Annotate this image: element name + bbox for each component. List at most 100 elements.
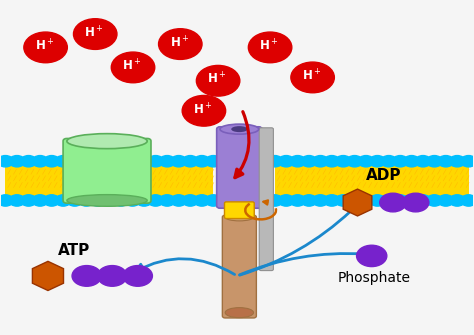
Circle shape bbox=[358, 195, 374, 206]
Circle shape bbox=[205, 195, 221, 206]
Text: H$^+$: H$^+$ bbox=[207, 72, 227, 87]
Circle shape bbox=[159, 195, 175, 206]
Circle shape bbox=[461, 195, 474, 206]
Circle shape bbox=[32, 195, 48, 206]
FancyBboxPatch shape bbox=[222, 215, 256, 318]
FancyBboxPatch shape bbox=[217, 127, 262, 208]
Circle shape bbox=[290, 155, 306, 167]
Circle shape bbox=[356, 245, 387, 267]
Circle shape bbox=[136, 155, 152, 167]
FancyBboxPatch shape bbox=[63, 138, 151, 203]
Circle shape bbox=[113, 155, 129, 167]
Text: ADP: ADP bbox=[366, 169, 401, 183]
Circle shape bbox=[20, 155, 36, 167]
Circle shape bbox=[426, 155, 442, 167]
Circle shape bbox=[20, 195, 36, 206]
Circle shape bbox=[67, 195, 83, 206]
Circle shape bbox=[402, 193, 429, 212]
Circle shape bbox=[301, 155, 317, 167]
Circle shape bbox=[0, 195, 13, 206]
Ellipse shape bbox=[220, 124, 259, 134]
Text: ATP: ATP bbox=[58, 244, 90, 258]
Polygon shape bbox=[32, 261, 64, 290]
Circle shape bbox=[194, 155, 210, 167]
Circle shape bbox=[78, 195, 94, 206]
Circle shape bbox=[9, 155, 25, 167]
Circle shape bbox=[278, 195, 294, 206]
Circle shape bbox=[415, 155, 431, 167]
Circle shape bbox=[346, 195, 363, 206]
Circle shape bbox=[438, 155, 454, 167]
Circle shape bbox=[0, 155, 13, 167]
Circle shape bbox=[182, 195, 198, 206]
Circle shape bbox=[380, 193, 406, 212]
FancyBboxPatch shape bbox=[259, 128, 273, 271]
Circle shape bbox=[78, 155, 94, 167]
Ellipse shape bbox=[67, 195, 147, 206]
Circle shape bbox=[182, 95, 226, 126]
Circle shape bbox=[346, 155, 363, 167]
Ellipse shape bbox=[67, 134, 147, 149]
Circle shape bbox=[101, 195, 118, 206]
Circle shape bbox=[392, 195, 408, 206]
Circle shape bbox=[369, 155, 385, 167]
Circle shape bbox=[381, 155, 397, 167]
Circle shape bbox=[369, 195, 385, 206]
Circle shape bbox=[449, 195, 465, 206]
Circle shape bbox=[196, 65, 240, 96]
Text: H$^+$: H$^+$ bbox=[84, 25, 104, 41]
Circle shape bbox=[171, 155, 187, 167]
Circle shape bbox=[267, 195, 283, 206]
Circle shape bbox=[136, 195, 152, 206]
Text: H$^+$: H$^+$ bbox=[193, 102, 213, 117]
Circle shape bbox=[403, 155, 419, 167]
Text: H$^+$: H$^+$ bbox=[35, 39, 55, 54]
Circle shape bbox=[301, 195, 317, 206]
Circle shape bbox=[72, 266, 101, 286]
Circle shape bbox=[461, 155, 474, 167]
Circle shape bbox=[44, 195, 60, 206]
Circle shape bbox=[335, 195, 351, 206]
Polygon shape bbox=[343, 189, 372, 216]
Circle shape bbox=[381, 195, 397, 206]
Circle shape bbox=[147, 195, 164, 206]
Text: H$^+$: H$^+$ bbox=[170, 35, 189, 50]
Circle shape bbox=[267, 155, 283, 167]
Circle shape bbox=[125, 155, 140, 167]
Circle shape bbox=[73, 19, 117, 49]
Circle shape bbox=[101, 155, 118, 167]
Ellipse shape bbox=[225, 308, 254, 318]
Bar bbox=[275, 163, 469, 199]
Text: H$^+$: H$^+$ bbox=[122, 58, 142, 74]
Circle shape bbox=[111, 52, 155, 83]
Circle shape bbox=[44, 155, 60, 167]
Text: Phosphate: Phosphate bbox=[337, 271, 410, 285]
Circle shape bbox=[312, 155, 328, 167]
Circle shape bbox=[55, 195, 71, 206]
Circle shape bbox=[55, 155, 71, 167]
Bar bbox=[5, 163, 213, 199]
Circle shape bbox=[324, 195, 340, 206]
Circle shape bbox=[335, 155, 351, 167]
Circle shape bbox=[194, 195, 210, 206]
Circle shape bbox=[182, 155, 198, 167]
Circle shape bbox=[449, 155, 465, 167]
Circle shape bbox=[324, 155, 340, 167]
Circle shape bbox=[90, 195, 106, 206]
Circle shape bbox=[171, 195, 187, 206]
Circle shape bbox=[158, 29, 202, 59]
Circle shape bbox=[9, 195, 25, 206]
Circle shape bbox=[392, 155, 408, 167]
Ellipse shape bbox=[231, 126, 247, 132]
Circle shape bbox=[125, 195, 140, 206]
Circle shape bbox=[403, 195, 419, 206]
Circle shape bbox=[278, 155, 294, 167]
Circle shape bbox=[426, 195, 442, 206]
Circle shape bbox=[290, 195, 306, 206]
Circle shape bbox=[113, 195, 129, 206]
Circle shape bbox=[291, 62, 334, 93]
Circle shape bbox=[438, 195, 454, 206]
Circle shape bbox=[67, 155, 83, 167]
Ellipse shape bbox=[225, 213, 254, 221]
Circle shape bbox=[248, 32, 292, 63]
